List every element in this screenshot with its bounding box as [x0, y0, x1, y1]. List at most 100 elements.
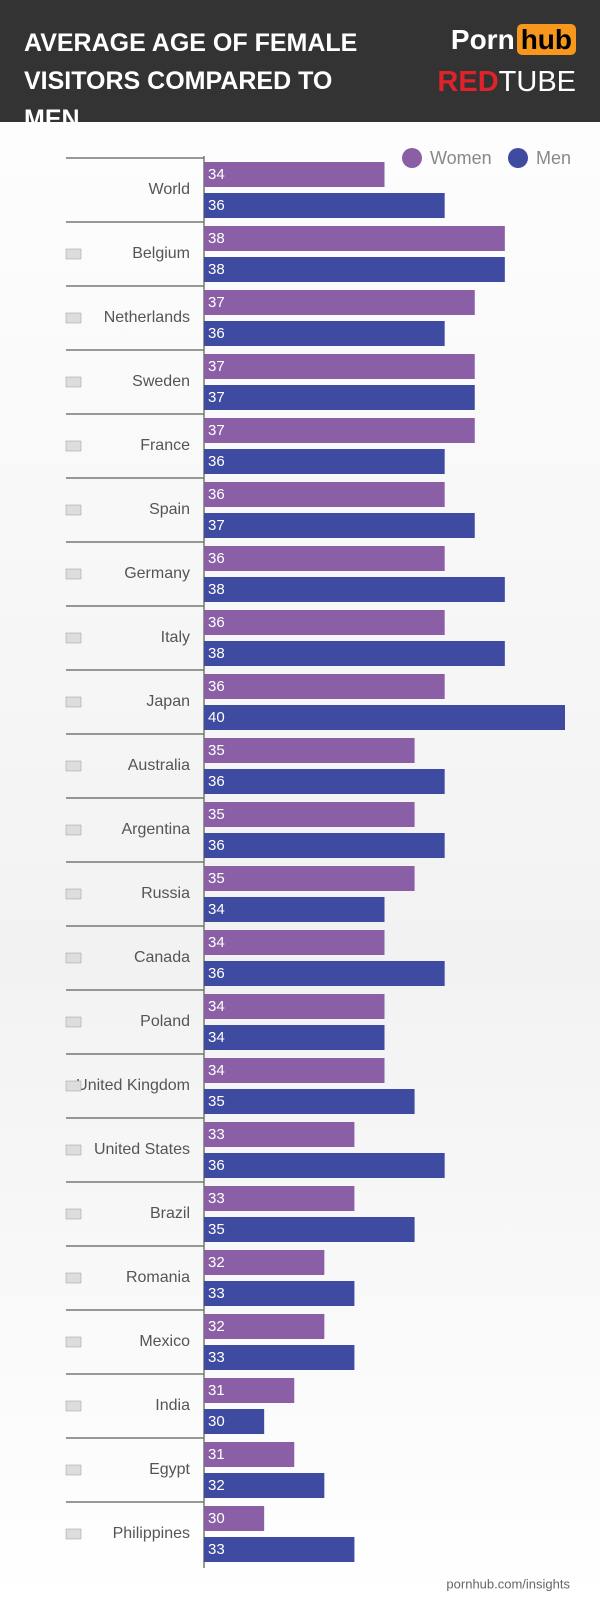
flag-icon [65, 632, 82, 644]
value-label: 35 [208, 742, 225, 759]
value-label: 34 [208, 1029, 225, 1046]
flag-icon [65, 440, 82, 452]
value-label: 37 [208, 389, 225, 406]
value-label: 32 [208, 1254, 225, 1271]
bar [204, 674, 445, 699]
bar [204, 449, 445, 474]
value-label: 36 [208, 773, 225, 790]
value-label: 36 [208, 453, 225, 470]
value-label: 38 [208, 230, 225, 247]
logo-text: hub [516, 24, 576, 55]
bar [204, 418, 475, 443]
value-label: 37 [208, 294, 225, 311]
value-label: 34 [208, 998, 225, 1015]
value-label: 30 [208, 1510, 225, 1527]
category-label: Argentina [122, 821, 191, 838]
value-label: 36 [208, 837, 225, 854]
flag-icon [65, 1016, 82, 1028]
bar [204, 354, 475, 379]
value-label: 38 [208, 261, 225, 278]
bar [204, 930, 385, 955]
value-label: 35 [208, 806, 225, 823]
flag-icon [65, 248, 82, 260]
value-label: 36 [208, 1157, 225, 1174]
bar [204, 290, 475, 315]
flag-icon [65, 1528, 82, 1540]
bar [204, 1153, 445, 1178]
bar [204, 961, 445, 986]
legend-swatch [508, 148, 528, 168]
bar [204, 321, 445, 346]
bar [204, 385, 475, 410]
bar [204, 162, 385, 187]
flag-icon [65, 1336, 82, 1348]
bar [204, 513, 475, 538]
value-label: 37 [208, 422, 225, 439]
flag-icon [65, 1464, 82, 1476]
header: AVERAGE AGE OF FEMALE VISITORS COMPARED … [0, 0, 600, 133]
flag-icon [65, 888, 82, 900]
bar [204, 1378, 295, 1403]
bar [204, 577, 505, 602]
category-label: Philippines [113, 1525, 190, 1542]
bar [204, 769, 445, 794]
value-label: 40 [208, 709, 225, 726]
bar [204, 1122, 355, 1147]
value-label: 32 [208, 1318, 225, 1335]
category-label: United Kingdom [76, 1077, 190, 1094]
logo-text: RED [437, 66, 499, 98]
bar [204, 1314, 325, 1339]
bar [204, 193, 445, 218]
bar [204, 1345, 355, 1370]
value-label: 30 [208, 1413, 225, 1430]
bar [204, 833, 445, 858]
value-label: 34 [208, 934, 225, 951]
value-label: 36 [208, 325, 225, 342]
flag-icon [65, 1080, 82, 1092]
category-label: France [140, 437, 190, 454]
value-label: 34 [208, 901, 225, 918]
legend-label: Women [430, 148, 492, 168]
bar [204, 226, 505, 251]
value-label: 33 [208, 1349, 225, 1366]
value-label: 33 [208, 1126, 225, 1143]
logo-text: TUBE [498, 66, 576, 98]
category-label: Italy [161, 629, 190, 646]
bar [204, 1025, 385, 1050]
category-label: Australia [128, 757, 190, 774]
bar [204, 482, 445, 507]
bar [204, 257, 505, 282]
value-label: 33 [208, 1285, 225, 1302]
category-label: Russia [141, 885, 190, 902]
value-label: 33 [208, 1541, 225, 1558]
value-label: 32 [208, 1477, 225, 1494]
value-label: 36 [208, 486, 225, 503]
value-label: 33 [208, 1190, 225, 1207]
flag-icon [65, 1272, 82, 1284]
bar [204, 1058, 385, 1083]
bar [204, 610, 445, 635]
flag-icon [65, 312, 82, 324]
bar [204, 641, 505, 666]
bar [204, 802, 415, 827]
value-label: 36 [208, 197, 225, 214]
bar [204, 705, 565, 730]
flag-icon [65, 760, 82, 772]
category-label: Mexico [139, 1333, 190, 1350]
flag-icon [65, 568, 82, 580]
value-label: 36 [208, 678, 225, 695]
category-label: Poland [140, 1013, 190, 1030]
category-label: Germany [124, 565, 190, 582]
value-label: 34 [208, 166, 225, 183]
logo: REDTUBE [437, 66, 576, 99]
category-label: United States [94, 1141, 190, 1158]
category-label: Romania [126, 1269, 190, 1286]
bar [204, 1281, 355, 1306]
bar [204, 1442, 295, 1467]
category-label: World [149, 181, 191, 198]
category-label: Canada [134, 949, 190, 966]
value-label: 36 [208, 614, 225, 631]
flag-icon [65, 824, 82, 836]
logo: Porn hub [451, 24, 576, 56]
